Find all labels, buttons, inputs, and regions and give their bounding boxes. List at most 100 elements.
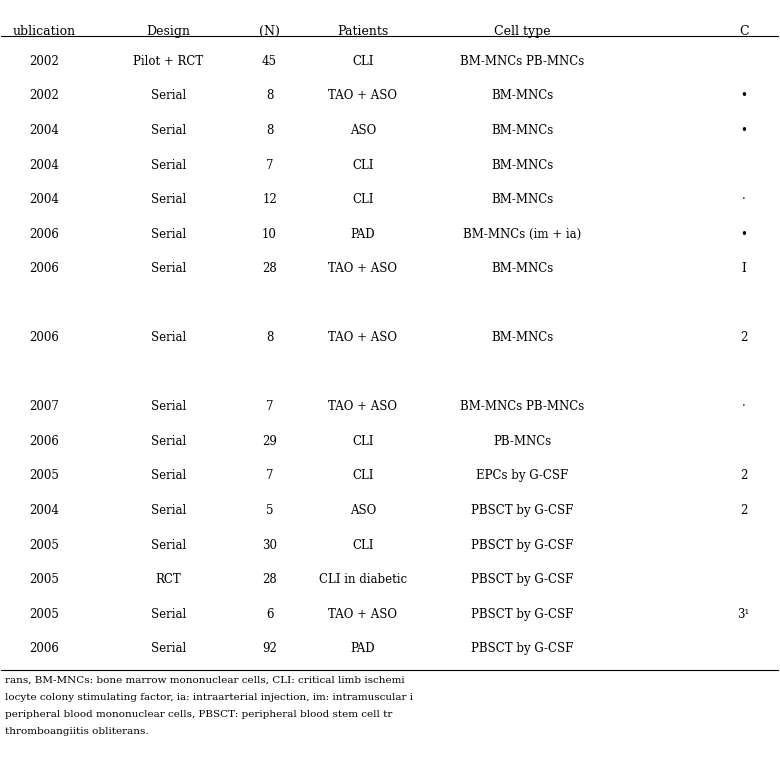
Text: 2005: 2005 bbox=[29, 608, 59, 621]
Text: BM-MNCs PB-MNCs: BM-MNCs PB-MNCs bbox=[460, 400, 584, 413]
Text: CLI: CLI bbox=[352, 538, 374, 551]
Text: Serial: Serial bbox=[151, 504, 186, 517]
Text: Serial: Serial bbox=[151, 538, 186, 551]
Text: 8: 8 bbox=[266, 90, 273, 102]
Text: 7: 7 bbox=[266, 470, 273, 482]
Text: 7: 7 bbox=[266, 400, 273, 413]
Text: BM-MNCs: BM-MNCs bbox=[491, 262, 553, 275]
Text: •: • bbox=[740, 124, 747, 137]
Text: 2004: 2004 bbox=[29, 193, 59, 206]
Text: PAD: PAD bbox=[350, 642, 375, 655]
Text: ·: · bbox=[742, 193, 746, 206]
Text: •: • bbox=[740, 228, 747, 240]
Text: Design: Design bbox=[147, 25, 190, 37]
Text: thromboangiitis obliterans.: thromboangiitis obliterans. bbox=[5, 727, 149, 736]
Text: Serial: Serial bbox=[151, 262, 186, 275]
Text: 7: 7 bbox=[266, 158, 273, 172]
Text: I: I bbox=[741, 262, 746, 275]
Text: 2002: 2002 bbox=[30, 55, 59, 68]
Text: ASO: ASO bbox=[349, 124, 376, 137]
Text: Serial: Serial bbox=[151, 470, 186, 482]
Text: BM-MNCs PB-MNCs: BM-MNCs PB-MNCs bbox=[460, 55, 584, 68]
Text: 2005: 2005 bbox=[29, 573, 59, 586]
Text: CLI in diabetic: CLI in diabetic bbox=[319, 573, 407, 586]
Text: •: • bbox=[740, 90, 747, 102]
Text: 2004: 2004 bbox=[29, 124, 59, 137]
Text: 29: 29 bbox=[262, 435, 277, 448]
Text: Patients: Patients bbox=[337, 25, 388, 37]
Text: Serial: Serial bbox=[151, 400, 186, 413]
Text: peripheral blood mononuclear cells, PBSCT: peripheral blood stem cell tr: peripheral blood mononuclear cells, PBSC… bbox=[5, 711, 392, 719]
Text: Serial: Serial bbox=[151, 228, 186, 240]
Text: 2005: 2005 bbox=[29, 538, 59, 551]
Text: 2: 2 bbox=[740, 504, 747, 517]
Text: Serial: Serial bbox=[151, 193, 186, 206]
Text: EPCs by G-CSF: EPCs by G-CSF bbox=[476, 470, 569, 482]
Text: 2006: 2006 bbox=[29, 435, 59, 448]
Text: 92: 92 bbox=[262, 642, 277, 655]
Text: 10: 10 bbox=[262, 228, 277, 240]
Text: PAD: PAD bbox=[350, 228, 375, 240]
Text: 30: 30 bbox=[262, 538, 277, 551]
Text: PBSCT by G-CSF: PBSCT by G-CSF bbox=[471, 504, 573, 517]
Text: 2: 2 bbox=[740, 470, 747, 482]
Text: TAO + ASO: TAO + ASO bbox=[328, 90, 397, 102]
Text: ASO: ASO bbox=[349, 504, 376, 517]
Text: 28: 28 bbox=[262, 573, 277, 586]
Text: BM-MNCs: BM-MNCs bbox=[491, 193, 553, 206]
Text: PBSCT by G-CSF: PBSCT by G-CSF bbox=[471, 538, 573, 551]
Text: Serial: Serial bbox=[151, 435, 186, 448]
Text: ublication: ublication bbox=[12, 25, 76, 37]
Text: CLI: CLI bbox=[352, 193, 374, 206]
Text: 2005: 2005 bbox=[29, 470, 59, 482]
Text: ·: · bbox=[742, 400, 746, 413]
Text: BM-MNCs: BM-MNCs bbox=[491, 124, 553, 137]
Text: 2007: 2007 bbox=[29, 400, 59, 413]
Text: 2006: 2006 bbox=[29, 642, 59, 655]
Text: 2004: 2004 bbox=[29, 158, 59, 172]
Text: locyte colony stimulating factor, ia: intraarterial injection, im: intramuscular: locyte colony stimulating factor, ia: in… bbox=[5, 693, 413, 702]
Text: PB-MNCs: PB-MNCs bbox=[493, 435, 551, 448]
Text: 6: 6 bbox=[266, 608, 273, 621]
Text: TAO + ASO: TAO + ASO bbox=[328, 332, 397, 344]
Text: Serial: Serial bbox=[151, 90, 186, 102]
Text: 8: 8 bbox=[266, 124, 273, 137]
Text: 2006: 2006 bbox=[29, 262, 59, 275]
Text: Pilot + RCT: Pilot + RCT bbox=[133, 55, 204, 68]
Text: Serial: Serial bbox=[151, 642, 186, 655]
Text: 2006: 2006 bbox=[29, 228, 59, 240]
Text: 12: 12 bbox=[262, 193, 277, 206]
Text: TAO + ASO: TAO + ASO bbox=[328, 400, 397, 413]
Text: Serial: Serial bbox=[151, 124, 186, 137]
Text: (N): (N) bbox=[259, 25, 280, 37]
Text: 2004: 2004 bbox=[29, 504, 59, 517]
Text: BM-MNCs: BM-MNCs bbox=[491, 158, 553, 172]
Text: 45: 45 bbox=[262, 55, 277, 68]
Text: 2006: 2006 bbox=[29, 332, 59, 344]
Text: CLI: CLI bbox=[352, 435, 374, 448]
Text: 28: 28 bbox=[262, 262, 277, 275]
Text: rans, BM-MNCs: bone marrow mononuclear cells, CLI: critical limb ischemi: rans, BM-MNCs: bone marrow mononuclear c… bbox=[5, 676, 405, 685]
Text: TAO + ASO: TAO + ASO bbox=[328, 608, 397, 621]
Text: 2002: 2002 bbox=[30, 90, 59, 102]
Text: 2: 2 bbox=[740, 332, 747, 344]
Text: PBSCT by G-CSF: PBSCT by G-CSF bbox=[471, 642, 573, 655]
Text: CLI: CLI bbox=[352, 158, 374, 172]
Text: Cell type: Cell type bbox=[494, 25, 551, 37]
Text: 5: 5 bbox=[266, 504, 273, 517]
Text: CLI: CLI bbox=[352, 55, 374, 68]
Text: PBSCT by G-CSF: PBSCT by G-CSF bbox=[471, 608, 573, 621]
Text: PBSCT by G-CSF: PBSCT by G-CSF bbox=[471, 573, 573, 586]
Text: Serial: Serial bbox=[151, 158, 186, 172]
Text: C: C bbox=[739, 25, 749, 37]
Text: 8: 8 bbox=[266, 332, 273, 344]
Text: 3¹: 3¹ bbox=[738, 608, 750, 621]
Text: TAO + ASO: TAO + ASO bbox=[328, 262, 397, 275]
Text: Serial: Serial bbox=[151, 332, 186, 344]
Text: BM-MNCs: BM-MNCs bbox=[491, 332, 553, 344]
Text: BM-MNCs: BM-MNCs bbox=[491, 90, 553, 102]
Text: RCT: RCT bbox=[156, 573, 182, 586]
Text: Serial: Serial bbox=[151, 608, 186, 621]
Text: BM-MNCs (im + ia): BM-MNCs (im + ia) bbox=[463, 228, 581, 240]
Text: CLI: CLI bbox=[352, 470, 374, 482]
